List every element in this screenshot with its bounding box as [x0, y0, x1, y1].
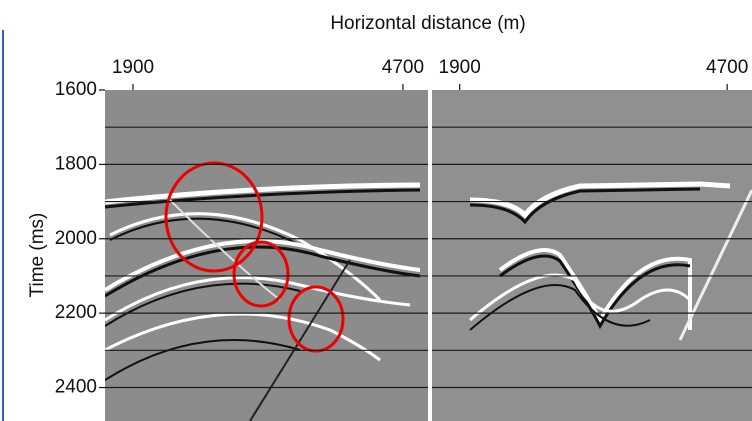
- seismic-left: [105, 182, 421, 421]
- panel-right: [432, 90, 752, 421]
- x-tick-label: 4700: [382, 57, 424, 78]
- x-tick-label: 1900: [439, 57, 481, 78]
- y-tick-label: 2000: [55, 228, 97, 249]
- y-tick-label: 1800: [55, 153, 97, 174]
- y-tick-label: 1600: [55, 79, 97, 100]
- x-tick-label: 4700: [706, 57, 748, 78]
- x-axis-title: Horizontal distance (m): [330, 13, 525, 34]
- y-axis-title: Time (ms): [27, 213, 48, 298]
- y-tick-label: 2200: [55, 302, 97, 323]
- x-tick-label: 1900: [112, 57, 154, 78]
- y-tick-label: 2400: [55, 377, 97, 398]
- highlight-circles: [164, 161, 345, 353]
- panel-left: [105, 90, 428, 421]
